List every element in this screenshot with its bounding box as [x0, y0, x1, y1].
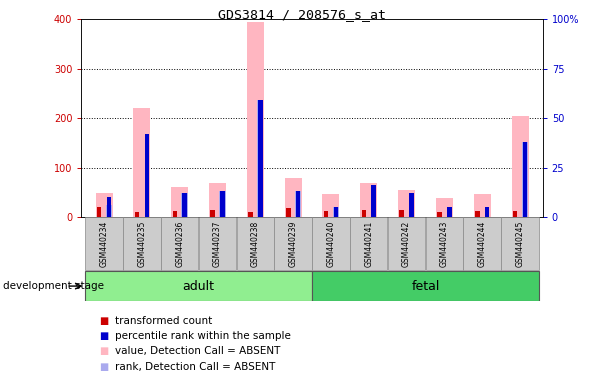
Bar — [219, 191, 226, 217]
Text: ■: ■ — [99, 331, 109, 341]
Bar — [399, 210, 404, 217]
Bar — [388, 217, 425, 270]
Bar — [172, 211, 177, 217]
Bar — [247, 22, 264, 217]
Text: GDS3814 / 208576_s_at: GDS3814 / 208576_s_at — [218, 8, 385, 22]
Bar — [522, 142, 528, 217]
Text: GSM440238: GSM440238 — [251, 221, 260, 267]
Text: GSM440239: GSM440239 — [289, 221, 298, 267]
Text: GSM440240: GSM440240 — [326, 221, 335, 267]
Bar — [511, 116, 528, 217]
Text: ■: ■ — [99, 316, 109, 326]
Text: ■: ■ — [99, 362, 109, 372]
Text: ■: ■ — [99, 346, 109, 356]
Text: GSM440241: GSM440241 — [364, 221, 373, 267]
Bar — [409, 193, 414, 217]
Text: GSM440234: GSM440234 — [99, 221, 109, 267]
Text: GSM440245: GSM440245 — [516, 221, 525, 267]
Bar — [312, 271, 538, 301]
Bar — [248, 212, 253, 217]
Bar — [436, 198, 453, 217]
Bar — [182, 193, 187, 217]
Bar — [295, 191, 302, 217]
Bar — [324, 211, 328, 217]
Bar — [501, 217, 538, 270]
Bar — [96, 193, 113, 217]
Bar — [106, 205, 112, 217]
Bar — [362, 210, 366, 217]
Text: development stage: development stage — [3, 281, 104, 291]
Text: fetal: fetal — [411, 280, 440, 293]
Bar — [360, 183, 377, 217]
Bar — [171, 187, 188, 217]
Bar — [285, 179, 302, 217]
Bar — [86, 271, 312, 301]
Text: transformed count: transformed count — [115, 316, 212, 326]
Bar — [333, 207, 339, 217]
Bar — [161, 217, 198, 270]
Bar — [513, 210, 517, 217]
Text: rank, Detection Call = ABSENT: rank, Detection Call = ABSENT — [115, 362, 275, 372]
Bar — [398, 190, 415, 217]
Bar — [485, 207, 490, 217]
Bar — [323, 194, 339, 217]
Bar — [437, 212, 442, 217]
Bar — [474, 194, 491, 217]
Bar — [350, 217, 388, 270]
Bar — [182, 193, 188, 217]
Bar — [145, 134, 149, 217]
Text: GSM440235: GSM440235 — [137, 221, 147, 267]
Bar — [258, 100, 262, 217]
Bar — [134, 212, 139, 217]
Bar — [274, 217, 312, 270]
Bar — [107, 197, 112, 217]
Bar — [296, 191, 300, 217]
Text: value, Detection Call = ABSENT: value, Detection Call = ABSENT — [115, 346, 280, 356]
Bar — [447, 207, 452, 217]
Text: GSM440237: GSM440237 — [213, 221, 222, 267]
Bar — [123, 217, 160, 270]
Bar — [210, 210, 215, 217]
Bar — [133, 108, 150, 217]
Bar — [236, 217, 274, 270]
Bar — [464, 217, 501, 270]
Bar — [209, 183, 226, 217]
Bar — [475, 211, 479, 217]
Bar — [426, 217, 463, 270]
Bar — [220, 191, 225, 217]
Bar — [523, 142, 527, 217]
Text: GSM440242: GSM440242 — [402, 221, 411, 267]
Bar — [97, 207, 101, 217]
Bar — [257, 100, 264, 217]
Text: GSM440243: GSM440243 — [440, 221, 449, 267]
Bar — [86, 217, 123, 270]
Bar — [286, 208, 291, 217]
Text: adult: adult — [183, 280, 215, 293]
Bar — [312, 217, 350, 270]
Text: percentile rank within the sample: percentile rank within the sample — [115, 331, 291, 341]
Text: GSM440244: GSM440244 — [478, 221, 487, 267]
Bar — [333, 207, 338, 217]
Text: GSM440236: GSM440236 — [175, 221, 184, 267]
Bar — [199, 217, 236, 270]
Bar — [371, 185, 376, 217]
